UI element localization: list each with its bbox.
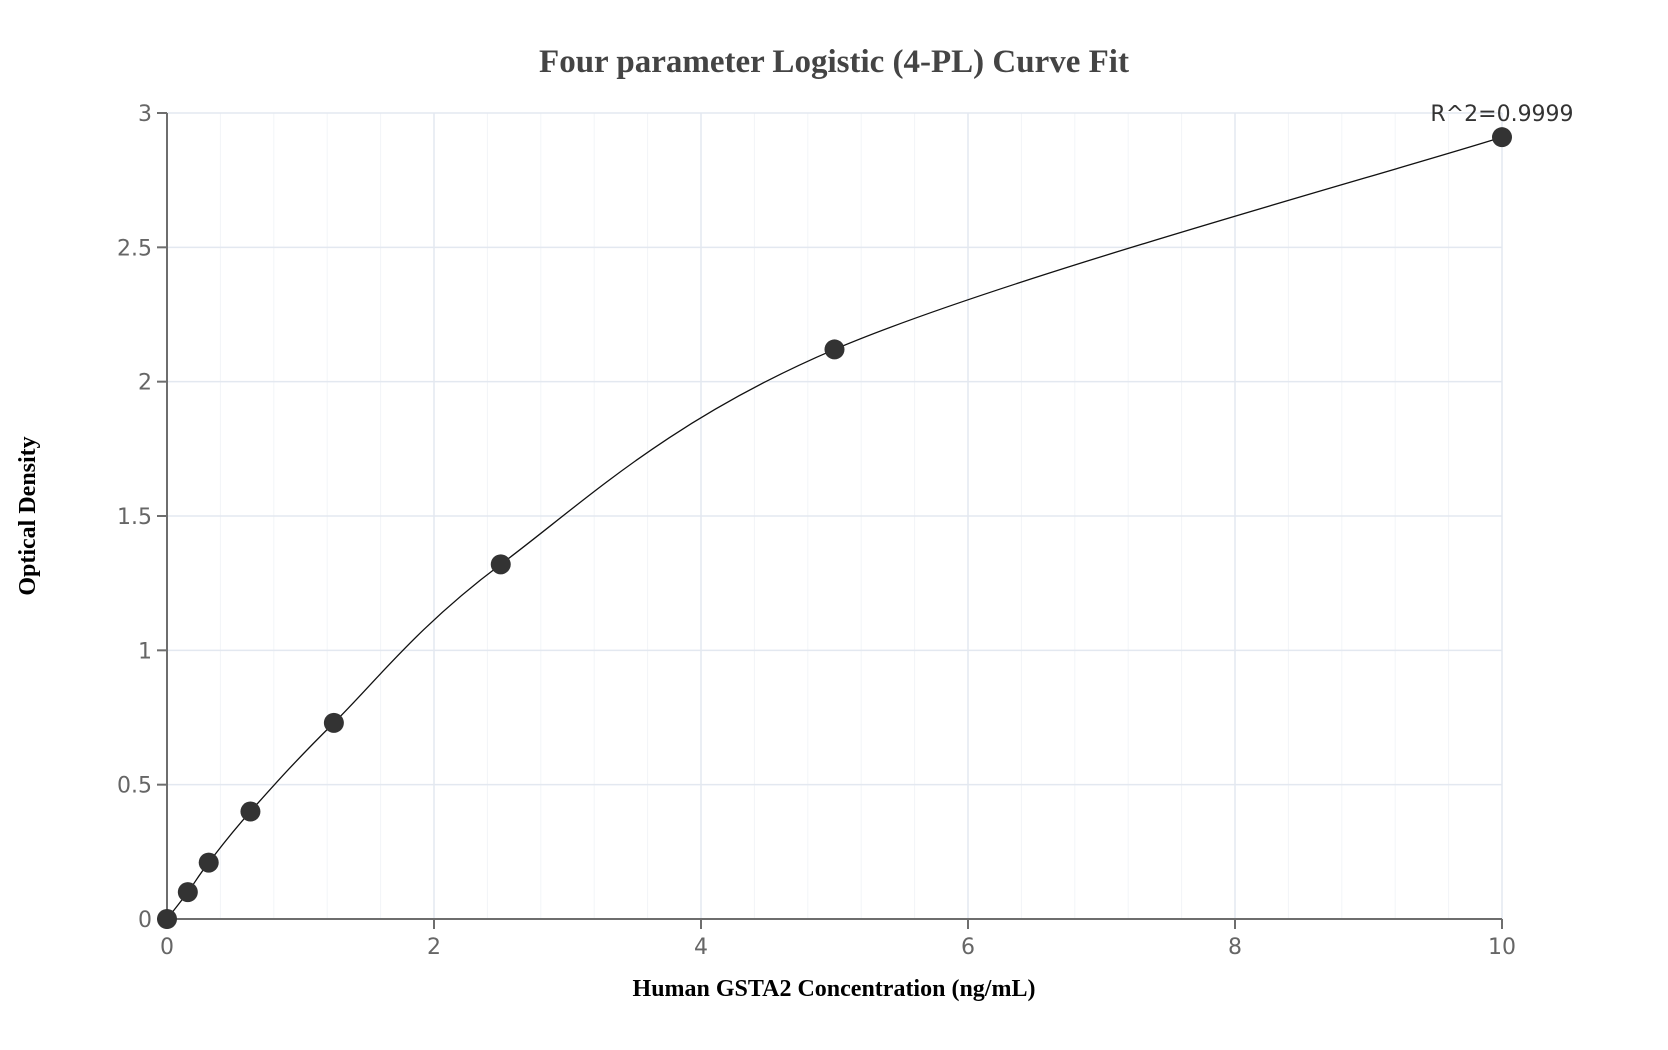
y-tick-label: 2.5	[117, 236, 152, 261]
y-tick-label: 1.5	[117, 505, 152, 530]
chart-title: Four parameter Logistic (4-PL) Curve Fit	[539, 44, 1129, 80]
y-tick-label: 0.5	[117, 774, 152, 799]
x-tick-label: 0	[160, 935, 174, 960]
fit-curve	[166, 136, 1503, 920]
data-point	[157, 909, 177, 929]
y-axis-title: Optical Density	[15, 436, 41, 595]
data-point	[824, 339, 845, 360]
major-gridlines	[167, 112, 1503, 919]
y-tick-label: 1	[138, 639, 152, 664]
data-point	[198, 852, 219, 873]
data-points	[157, 127, 1512, 929]
r-squared-annotation: R^2=0.9999	[1430, 102, 1573, 127]
x-tick-label: 6	[961, 935, 975, 960]
data-point	[490, 554, 511, 575]
x-tick-label: 8	[1228, 935, 1242, 960]
x-axis-ticks: 0 2 4 6 8 10	[160, 919, 1516, 960]
x-tick-label: 4	[694, 935, 708, 960]
data-point	[1492, 127, 1512, 148]
y-axis-ticks: 0 0.5 1 1.5 2 2.5 3	[117, 102, 167, 933]
x-tick-label: 2	[427, 935, 441, 960]
y-tick-label: 3	[138, 102, 152, 127]
x-tick-label: 10	[1488, 935, 1516, 960]
data-point	[177, 882, 198, 903]
data-point	[240, 801, 261, 822]
data-point	[323, 712, 344, 733]
y-tick-label: 2	[138, 371, 152, 396]
y-tick-label: 0	[138, 908, 152, 933]
x-axis-title: Human GSTA2 Concentration (ng/mL)	[633, 976, 1036, 1002]
